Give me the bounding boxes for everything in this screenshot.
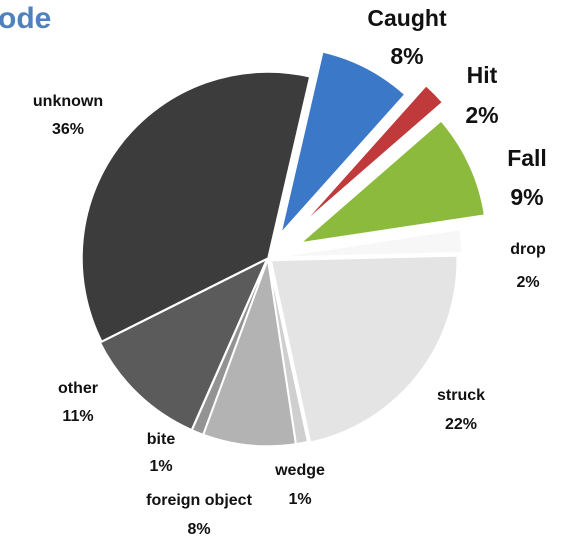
slice-label: Hit (467, 62, 498, 88)
slice-value-label: 8% (187, 521, 210, 538)
slice-value-label: 9% (510, 184, 543, 210)
pie-slice (99, 257, 269, 431)
pie-slice (270, 255, 458, 444)
slice-label: other (58, 380, 98, 397)
slice-label: Fall (507, 145, 547, 171)
slice-label: struck (437, 387, 485, 404)
slice-value-label: 1% (288, 491, 311, 508)
slice-label: unknown (33, 93, 103, 110)
chart-title: ode (0, 2, 51, 35)
pie-slice (301, 84, 444, 225)
pie-slice (298, 119, 486, 245)
slice-label: bite (147, 431, 176, 448)
slice-value-label: 2% (465, 102, 498, 128)
pie-slice (275, 228, 463, 259)
pie-slice (280, 51, 406, 234)
slice-label: wedge (274, 462, 325, 479)
slice-value-label: 8% (390, 43, 423, 69)
pie-slice (81, 71, 311, 343)
slice-label: foreign object (146, 492, 252, 509)
slice-value-label: 11% (62, 408, 93, 425)
slice-label: drop (510, 241, 546, 258)
slice-value-label: 22% (445, 416, 477, 433)
slice-value-label: 1% (149, 458, 172, 475)
slice-value-label: 2% (516, 274, 539, 291)
pie-slice (202, 259, 297, 447)
slice-label: Caught (367, 5, 447, 31)
slice-value-label: 36% (52, 121, 84, 138)
